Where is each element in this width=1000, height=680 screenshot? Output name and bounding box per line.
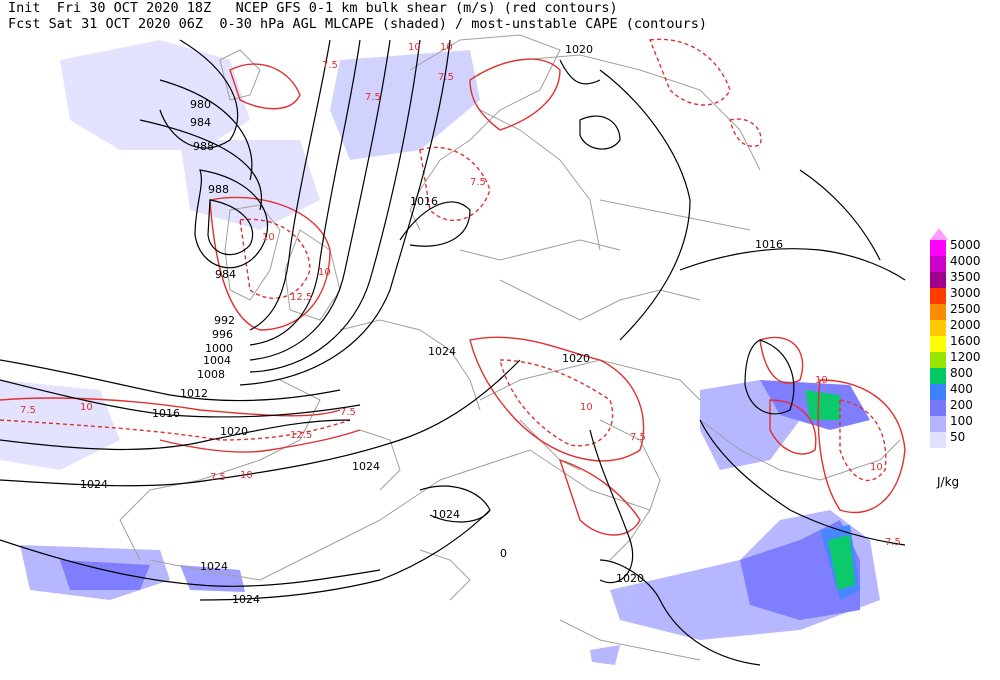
legend-swatch — [930, 416, 946, 432]
shear-label: 10 — [318, 267, 331, 278]
shear-label: 10 — [440, 42, 453, 53]
isobar-label: 984 — [190, 116, 211, 129]
shear-label: 7.5 — [322, 60, 338, 71]
isobar-label: 996 — [212, 328, 233, 341]
isobar-label: 1020 — [616, 572, 644, 585]
isobar-label: 980 — [190, 98, 211, 111]
header-line-1: Init Fri 30 OCT 2020 18Z NCEP GFS 0-1 km… — [8, 0, 618, 16]
legend-label: 4000 — [950, 254, 981, 268]
legend-units: J/kg — [936, 475, 959, 489]
shear-label: 7.5 — [365, 92, 381, 103]
legend-swatch — [930, 400, 946, 416]
legend-swatch — [930, 272, 946, 288]
isobar-label: 1024 — [232, 593, 260, 606]
isobar-label: 1004 — [203, 354, 231, 367]
isobar-label: 988 — [208, 183, 229, 196]
shear-label: 10 — [262, 232, 275, 243]
shear-label: 7.5 — [470, 177, 486, 188]
legend-swatch — [930, 288, 946, 304]
legend-label: 100 — [950, 414, 973, 428]
shear-label: 7.5 — [885, 537, 901, 548]
shear-label: 7.5 — [20, 405, 36, 416]
shear-contours — [0, 38, 906, 536]
shear-label: 7.5 — [210, 472, 226, 483]
shear-label: 7.5 — [340, 407, 356, 418]
isobar-label: 1016 — [152, 407, 180, 420]
legend-label: 50 — [950, 430, 965, 444]
header-line-2: Fcst Sat 31 OCT 2020 06Z 0-30 hPa AGL ML… — [8, 16, 707, 32]
isobar-label: 1020 — [220, 425, 248, 438]
shear-label: 7.5 — [630, 432, 646, 443]
shear-label: 10 — [240, 470, 253, 481]
isobar-labels: 980 984 988 988 984 992 996 1000 1004 10… — [80, 43, 783, 606]
legend-swatch — [930, 256, 946, 272]
shear-label: 10 — [80, 402, 93, 413]
isobar-label: 1016 — [755, 238, 783, 251]
isobar-label: 992 — [214, 314, 235, 327]
shear-label: 10 — [408, 42, 421, 53]
isobar-label: 1012 — [180, 387, 208, 400]
legend-label: 800 — [950, 366, 973, 380]
isobars — [0, 39, 906, 666]
shear-label: 10 — [870, 462, 883, 473]
shear-labels: 7.5 10 7.5 10 7.5 10 7.5 10 12.5 7.5 10 … — [20, 42, 901, 548]
legend-swatch — [930, 240, 946, 256]
legend-swatch — [930, 336, 946, 352]
legend-label: 1200 — [950, 350, 981, 364]
shear-label: 10 — [580, 402, 593, 413]
shear-label: 7.5 — [438, 72, 454, 83]
isobar-label: 984 — [215, 268, 236, 281]
shear-label: 10 — [815, 375, 828, 386]
shear-label: 12.5 — [290, 430, 312, 441]
isobar-label: 1000 — [205, 342, 233, 355]
legend-label: 2500 — [950, 302, 981, 316]
legend-swatch — [930, 432, 946, 448]
isobar-label: 1020 — [565, 43, 593, 56]
isobar-label: 1024 — [352, 460, 380, 473]
isobar-label: 1020 — [562, 352, 590, 365]
isobar-label: 1024 — [200, 560, 228, 573]
legend-label: 5000 — [950, 238, 981, 252]
isobar-label: 0 — [500, 547, 507, 560]
legend-swatch — [930, 320, 946, 336]
legend-swatch — [930, 384, 946, 400]
isobar-label: 1024 — [432, 508, 460, 521]
isobar-label: 1024 — [80, 478, 108, 491]
legend-label: 400 — [950, 382, 973, 396]
legend-label: 3000 — [950, 286, 981, 300]
legend-swatch — [930, 368, 946, 384]
isobar-label: 1024 — [428, 345, 456, 358]
cape-legend: 5000 4000 3500 3000 2500 2000 1600 1200 800 400 20… — [930, 228, 981, 489]
legend-label: 3500 — [950, 270, 981, 284]
isobar-label: 988 — [193, 140, 214, 153]
legend-swatch — [930, 304, 946, 320]
shear-label: 12.5 — [290, 292, 312, 303]
legend-swatch — [930, 352, 946, 368]
legend-top-arrow — [930, 228, 948, 240]
legend-label: 1600 — [950, 334, 981, 348]
isobar-label: 1016 — [410, 195, 438, 208]
legend-label: 200 — [950, 398, 973, 412]
isobar-label: 1008 — [197, 368, 225, 381]
legend-label: 2000 — [950, 318, 981, 332]
